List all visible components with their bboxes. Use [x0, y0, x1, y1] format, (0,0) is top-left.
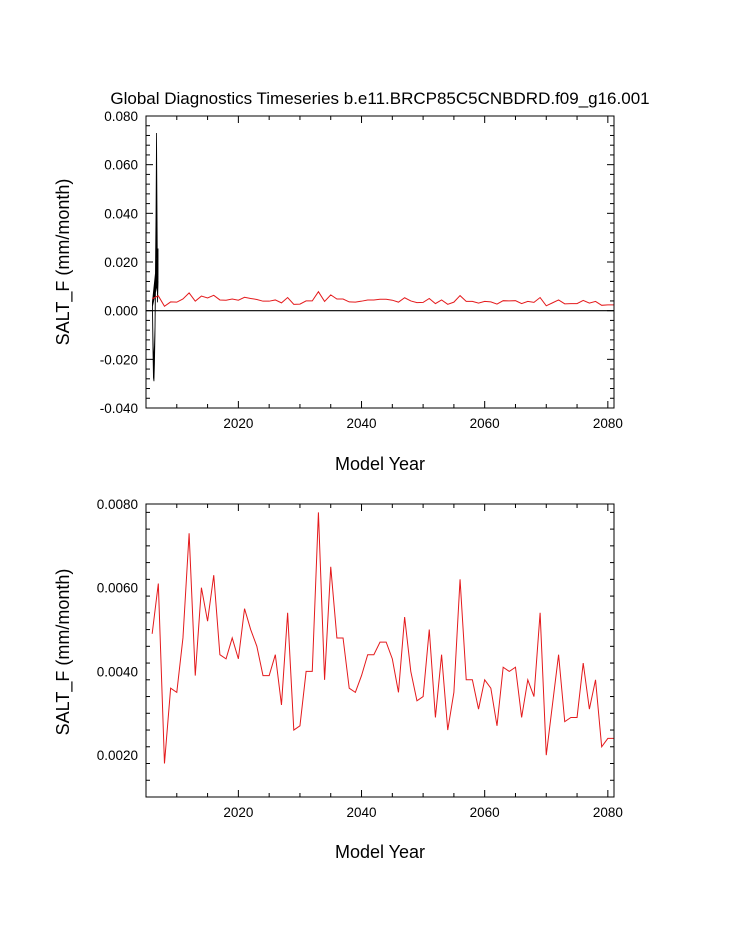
y-tick-label: -0.020: [100, 352, 138, 367]
top-panel: 2020 2040 2060 2080 -0.040 -0.020 0.000 0.020 0.…: [53, 109, 623, 474]
x-tick-label: 2020: [223, 416, 253, 431]
annual-mean-series-line: [151, 512, 614, 764]
bottom-series-group: [151, 512, 614, 764]
x-tick-label: 2040: [347, 805, 377, 820]
top-y-axis-title: SALT_F (mm/month): [53, 179, 74, 346]
y-tick-label: 0.040: [104, 206, 138, 221]
x-tick-label: 2060: [470, 805, 500, 820]
x-tick-label: 2080: [593, 805, 623, 820]
bottom-panel: 2020 2040 2060 2080 0.0020 0.0040 0.0060 0.0080…: [53, 497, 623, 862]
y-tick-label: 0.0040: [97, 664, 138, 679]
y-tick-label: -0.040: [100, 401, 138, 416]
bottom-axes-group: 2020 2040 2060 2080 0.0020 0.0040 0.0060 0.0080: [97, 497, 623, 820]
y-tick-label: 0.080: [104, 109, 138, 124]
top-axes-group: 2020 2040 2060 2080 -0.040 -0.020 0.000 0.020 0.…: [100, 109, 623, 431]
x-tick-label: 2060: [470, 416, 500, 431]
x-tick-label: 2020: [223, 805, 253, 820]
y-tick-label: 0.0080: [97, 497, 138, 512]
y-tick-label: 0.000: [104, 304, 138, 319]
plot-frame: [145, 503, 615, 798]
x-tick-label: 2080: [593, 416, 623, 431]
bottom-x-axis-title: Model Year: [335, 842, 425, 862]
plot-frame: [145, 115, 615, 409]
y-tick-label: 0.0060: [97, 581, 138, 596]
x-tick-label: 2040: [347, 416, 377, 431]
plot-title: Global Diagnostics Timeseries b.e11.BRCP…: [110, 89, 649, 108]
y-tick-label: 0.060: [104, 158, 138, 173]
top-x-axis-title: Model Year: [335, 454, 425, 474]
monthly-series-line: [152, 133, 159, 382]
annual-mean-series-line: [151, 290, 614, 308]
top-series-group: [146, 133, 614, 382]
y-tick-label: 0.0020: [97, 748, 138, 763]
y-tick-label: 0.020: [104, 255, 138, 270]
bottom-y-axis-title: SALT_F (mm/month): [53, 569, 74, 736]
